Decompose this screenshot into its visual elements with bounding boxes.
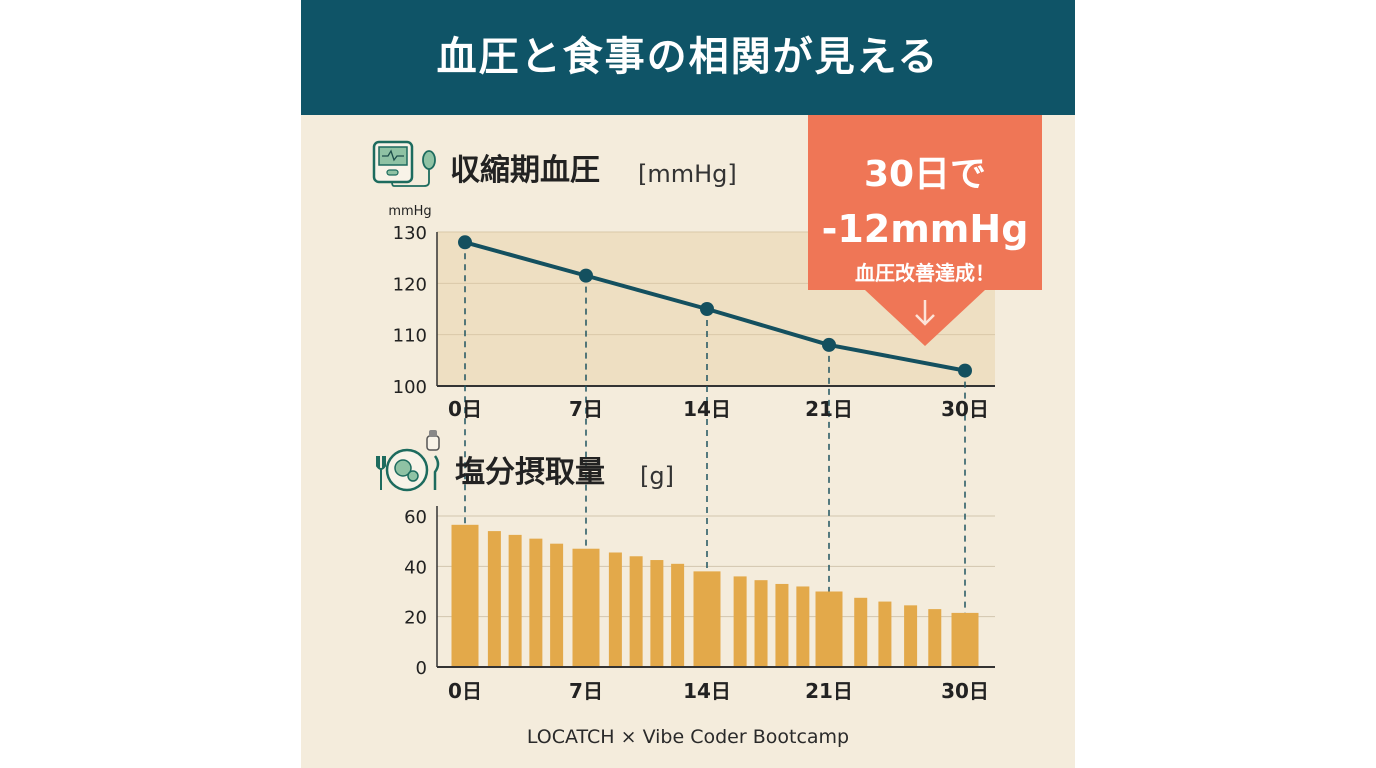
food (407, 470, 419, 482)
salt-bar (693, 571, 721, 667)
y-tick-label: 130 (393, 223, 427, 244)
tube (391, 169, 430, 187)
x-tick-label: 7日 (569, 397, 603, 421)
salt-bar (928, 609, 942, 667)
salt-bar (608, 552, 622, 667)
y-axis-unit: mmHg (388, 204, 431, 219)
meal-plate-icon (376, 430, 440, 492)
y-tick-label: 120 (393, 274, 427, 295)
salt-bar (487, 531, 501, 667)
salt-bar (508, 534, 522, 667)
salt-bar (775, 583, 789, 667)
pump-bulb (422, 150, 436, 170)
x-tick-label: 30日 (941, 679, 989, 703)
knife (433, 455, 440, 490)
callout-banner (808, 115, 1042, 346)
salt-bar (529, 538, 543, 667)
salt-bar (572, 548, 600, 667)
salt-bar (878, 601, 892, 667)
food (394, 459, 412, 477)
x-tick-label: 14日 (683, 679, 731, 703)
fork (376, 456, 386, 490)
line-chart-unit: [mmHg] (638, 160, 737, 188)
salt-bar (629, 556, 643, 667)
salt-bar (854, 597, 868, 667)
callout-line-1: 30日で (864, 154, 986, 195)
arrow-down-icon (915, 300, 935, 326)
bp-data-point (579, 268, 593, 283)
salt-bar (815, 591, 843, 667)
line-chart-title: 収縮期血圧 (450, 153, 600, 188)
monitor-button (386, 169, 399, 176)
blood-pressure-monitor-icon (372, 140, 436, 187)
y-tick-label: 20 (404, 608, 427, 629)
x-tick-label: 30日 (941, 397, 989, 421)
salt-bar (671, 563, 685, 667)
x-tick-label: 21日 (805, 679, 853, 703)
bp-data-point (458, 235, 472, 250)
bar-chart-title: 塩分摂取量 (455, 455, 605, 490)
y-tick-label: 100 (393, 377, 427, 398)
salt-shaker (426, 435, 440, 451)
y-tick-label: 110 (393, 326, 427, 347)
bar-chart-unit: [g] (640, 462, 674, 490)
salt-bar (754, 580, 768, 667)
salt-shaker-cap (429, 430, 437, 437)
x-tick-label: 7日 (569, 679, 603, 703)
bp-data-point (822, 337, 836, 352)
page-title: 血圧と食事の相関が見える (301, 0, 1075, 115)
x-tick-label: 21日 (805, 397, 853, 421)
salt-bar (904, 605, 918, 667)
chart-canvas: 100 110 120 130 mmHg 収縮期血圧 [mmHg] 0 20 40 60 塩分摂取量 [… (372, 115, 1042, 703)
x-tick-label: 0日 (448, 679, 482, 703)
infographic-panel: 血圧と食事の相関が見える 100 110 120 130 mmHg 収縮期血圧 [mmHg]… (301, 0, 1075, 768)
x-tick-label: 0日 (448, 397, 482, 421)
y-tick-label: 60 (404, 507, 427, 528)
callout-line-3: 血圧改善達成！ (855, 261, 995, 285)
salt-bar (550, 543, 564, 667)
footer-credit: LOCATCH × Vibe Coder Bootcamp (526, 726, 850, 748)
callout-line-2: -12mmHg (822, 207, 1029, 251)
x-tick-label: 14日 (683, 397, 731, 421)
pulse-wave (382, 149, 404, 162)
y-tick-label: 40 (404, 557, 427, 578)
salt-bar (650, 560, 664, 667)
salt-bar (451, 524, 479, 667)
y-tick-label: 0 (416, 658, 427, 679)
bp-data-point (700, 302, 714, 316)
bp-data-point (958, 363, 972, 378)
salt-bar (733, 576, 747, 667)
salt-bar (951, 612, 979, 667)
salt-bar (796, 586, 810, 667)
